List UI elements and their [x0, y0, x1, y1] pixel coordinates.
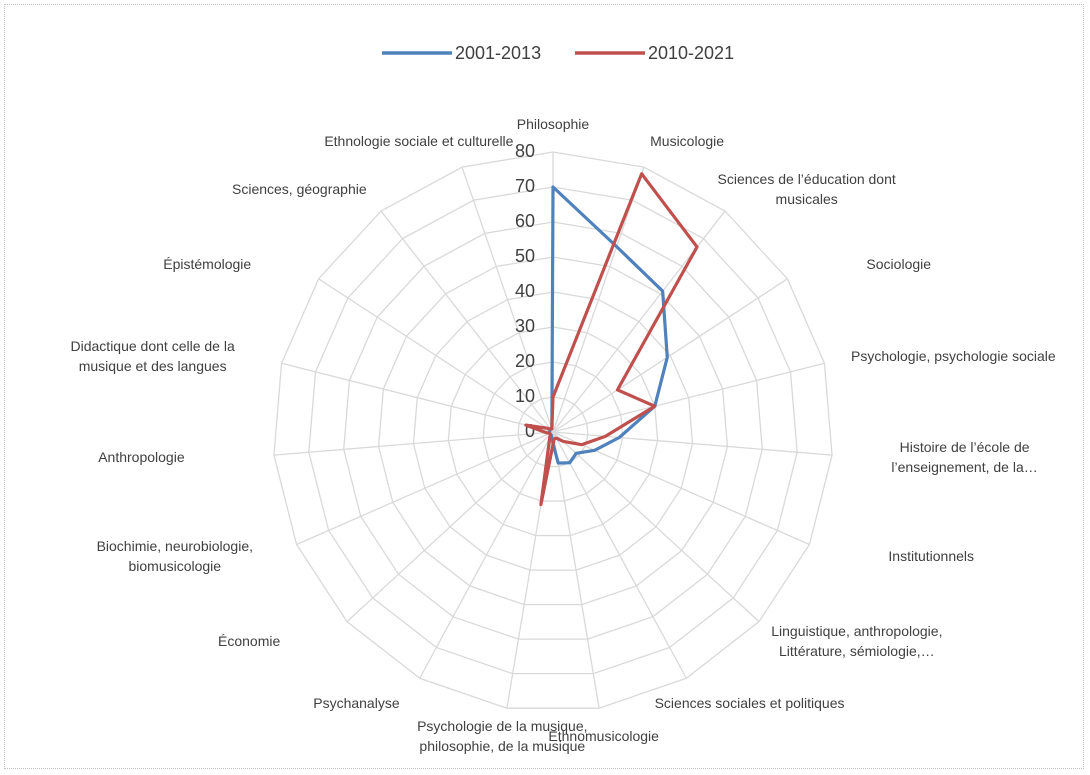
grid-line — [308, 186, 798, 675]
category-label: Économie — [217, 632, 281, 649]
category-label: Sciences sociales et politiques — [654, 694, 845, 711]
category-label: Institutionnels — [888, 547, 974, 564]
legend-label: 2001-2013 — [455, 43, 541, 63]
grid-line — [377, 256, 729, 606]
category-label: Anthropologie — [98, 449, 185, 466]
y-tick-label: 0 — [525, 421, 535, 441]
category-label: Didactique dont celle de la musique et d… — [70, 338, 235, 375]
category-label: Sciences de l’éducation dont musicales — [717, 170, 896, 207]
grid-line — [482, 361, 624, 502]
category-label: Sociologie — [866, 255, 932, 272]
spoke — [281, 362, 554, 433]
category-label: Psychologie, psychologie sociale — [851, 348, 1056, 365]
category-label: Psychologie de la musique, philosophie, … — [417, 717, 588, 754]
y-tick-label: 80 — [515, 141, 535, 161]
series-line — [547, 185, 669, 465]
spoke — [552, 431, 600, 709]
spoke — [552, 362, 825, 433]
category-label: Histoire de l’école de l’enseignement, d… — [891, 439, 1038, 476]
spoke — [552, 278, 788, 433]
chart-border — [4, 4, 1084, 769]
category-label: Musicologie — [650, 132, 725, 149]
category-label: Sciences, géographie — [231, 180, 367, 197]
category-label: Ethnologie sociale et culturelle — [324, 132, 514, 149]
category-label: Psychanalyse — [313, 694, 400, 711]
y-tick-label: 50 — [515, 246, 535, 266]
grid-line — [343, 221, 763, 640]
y-tick-label: 10 — [515, 386, 535, 406]
spoke — [552, 431, 833, 456]
category-label: Biochimie, neurobiologie, biomusicologie — [96, 537, 254, 574]
spoke — [552, 431, 760, 623]
grid-line — [447, 326, 659, 537]
y-tick-label: 60 — [515, 211, 535, 231]
grid-line — [412, 291, 694, 571]
spoke — [346, 431, 554, 623]
category-label: Linguistique, anthropologie, Littérature… — [771, 622, 943, 659]
spoke — [552, 166, 645, 433]
spoke — [380, 210, 554, 433]
spoke — [552, 431, 810, 546]
spoke — [552, 431, 687, 679]
y-tick-label: 20 — [515, 351, 535, 371]
legend-label: 2010-2021 — [648, 43, 734, 63]
spoke — [273, 431, 554, 456]
category-label: Ethnomusicologie — [548, 727, 659, 744]
grid-line — [273, 151, 833, 709]
spoke — [419, 431, 554, 679]
spoke — [296, 431, 554, 546]
category-label: Philosophie — [516, 116, 590, 132]
series-line — [524, 172, 699, 507]
y-tick-label: 30 — [515, 316, 535, 336]
y-tick-label: 40 — [515, 281, 535, 301]
spoke — [461, 166, 554, 433]
y-tick-label: 70 — [515, 176, 535, 196]
category-label: Épistémologie — [163, 255, 252, 272]
grid-line — [517, 396, 589, 468]
spoke — [318, 278, 554, 433]
